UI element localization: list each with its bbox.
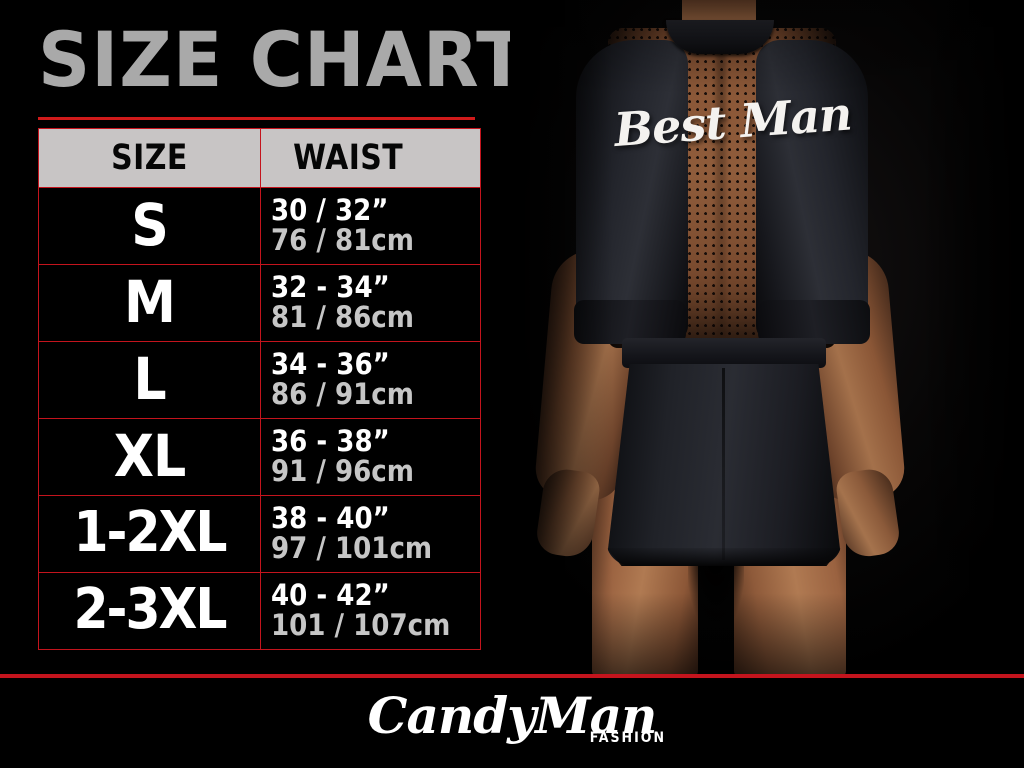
waist-centimeters: 97 / 101cm: [271, 531, 433, 565]
size-value: L: [38, 341, 261, 419]
waist-inches: 36 - 38”: [271, 424, 390, 459]
waist-inches: 34 - 36”: [271, 347, 390, 382]
waist-centimeters: 81 / 86cm: [271, 300, 414, 334]
waist-centimeters: 91 / 96cm: [271, 454, 414, 488]
footer-divider-rule: [0, 674, 1024, 678]
skirt-center-seam: [722, 368, 725, 560]
waist-inches: 38 - 40”: [271, 501, 390, 536]
table-row: S 30 / 32” 76 / 81cm: [38, 187, 481, 265]
table-row: XL 36 - 38” 91 / 96cm: [38, 418, 481, 496]
waist-value: 30 / 32” 76 / 81cm: [260, 187, 481, 265]
brand-tagline: FASHION: [589, 730, 666, 746]
shirt-left-sleeve: [576, 40, 688, 340]
shirt-collar: [666, 20, 774, 54]
waist-value: 38 - 40” 97 / 101cm: [260, 495, 481, 573]
footer: CandyMan FASHION: [0, 678, 1024, 768]
column-header-waist-label: WAIST: [293, 138, 404, 178]
size-value: S: [38, 187, 261, 265]
column-header-size: SIZE: [38, 128, 261, 188]
waist-value: 36 - 38” 91 / 96cm: [260, 418, 481, 496]
size-value: 2-3XL: [38, 572, 261, 650]
waist-inches: 30 / 32”: [271, 193, 389, 228]
table-row: L 34 - 36” 86 / 91cm: [38, 341, 481, 419]
waist-inches: 32 - 34”: [271, 270, 390, 305]
table-row: 1-2XL 38 - 40” 97 / 101cm: [38, 495, 481, 573]
product-photo: Best Man: [510, 0, 1024, 674]
skirt-waistband: [622, 338, 826, 368]
waist-value: 34 - 36” 86 / 91cm: [260, 341, 481, 419]
page-title: SIZE CHART: [38, 15, 527, 104]
table-header-row: SIZE WAIST: [38, 128, 481, 188]
waist-centimeters: 101 / 107cm: [271, 608, 451, 642]
size-value: XL: [38, 418, 261, 496]
brand-name: CandyMan: [367, 686, 658, 745]
size-chart-panel: SIZE CHART SIZE WAIST S: [0, 0, 526, 676]
size-chart-table: SIZE WAIST S 30 / 32” 76 / 81cm M: [38, 128, 481, 650]
waist-value: 40 - 42” 101 / 107cm: [260, 572, 481, 650]
table-row: M 32 - 34” 81 / 86cm: [38, 264, 481, 342]
column-header-waist: WAIST: [260, 128, 481, 188]
title-underline-rule: [38, 117, 475, 120]
size-value: M: [38, 264, 261, 342]
table-row: 2-3XL 40 - 42” 101 / 107cm: [38, 572, 481, 650]
size-value: 1-2XL: [38, 495, 261, 573]
column-header-size-label: SIZE: [111, 138, 188, 178]
brand-logo: CandyMan FASHION: [352, 686, 672, 758]
skirt-hem: [606, 548, 842, 566]
waist-centimeters: 76 / 81cm: [271, 223, 414, 257]
back-spine-shadow: [716, 36, 726, 336]
shirt-right-sleeve: [756, 40, 868, 340]
waist-value: 32 - 34” 81 / 86cm: [260, 264, 481, 342]
waist-centimeters: 86 / 91cm: [271, 377, 414, 411]
waist-inches: 40 - 42”: [271, 578, 390, 613]
